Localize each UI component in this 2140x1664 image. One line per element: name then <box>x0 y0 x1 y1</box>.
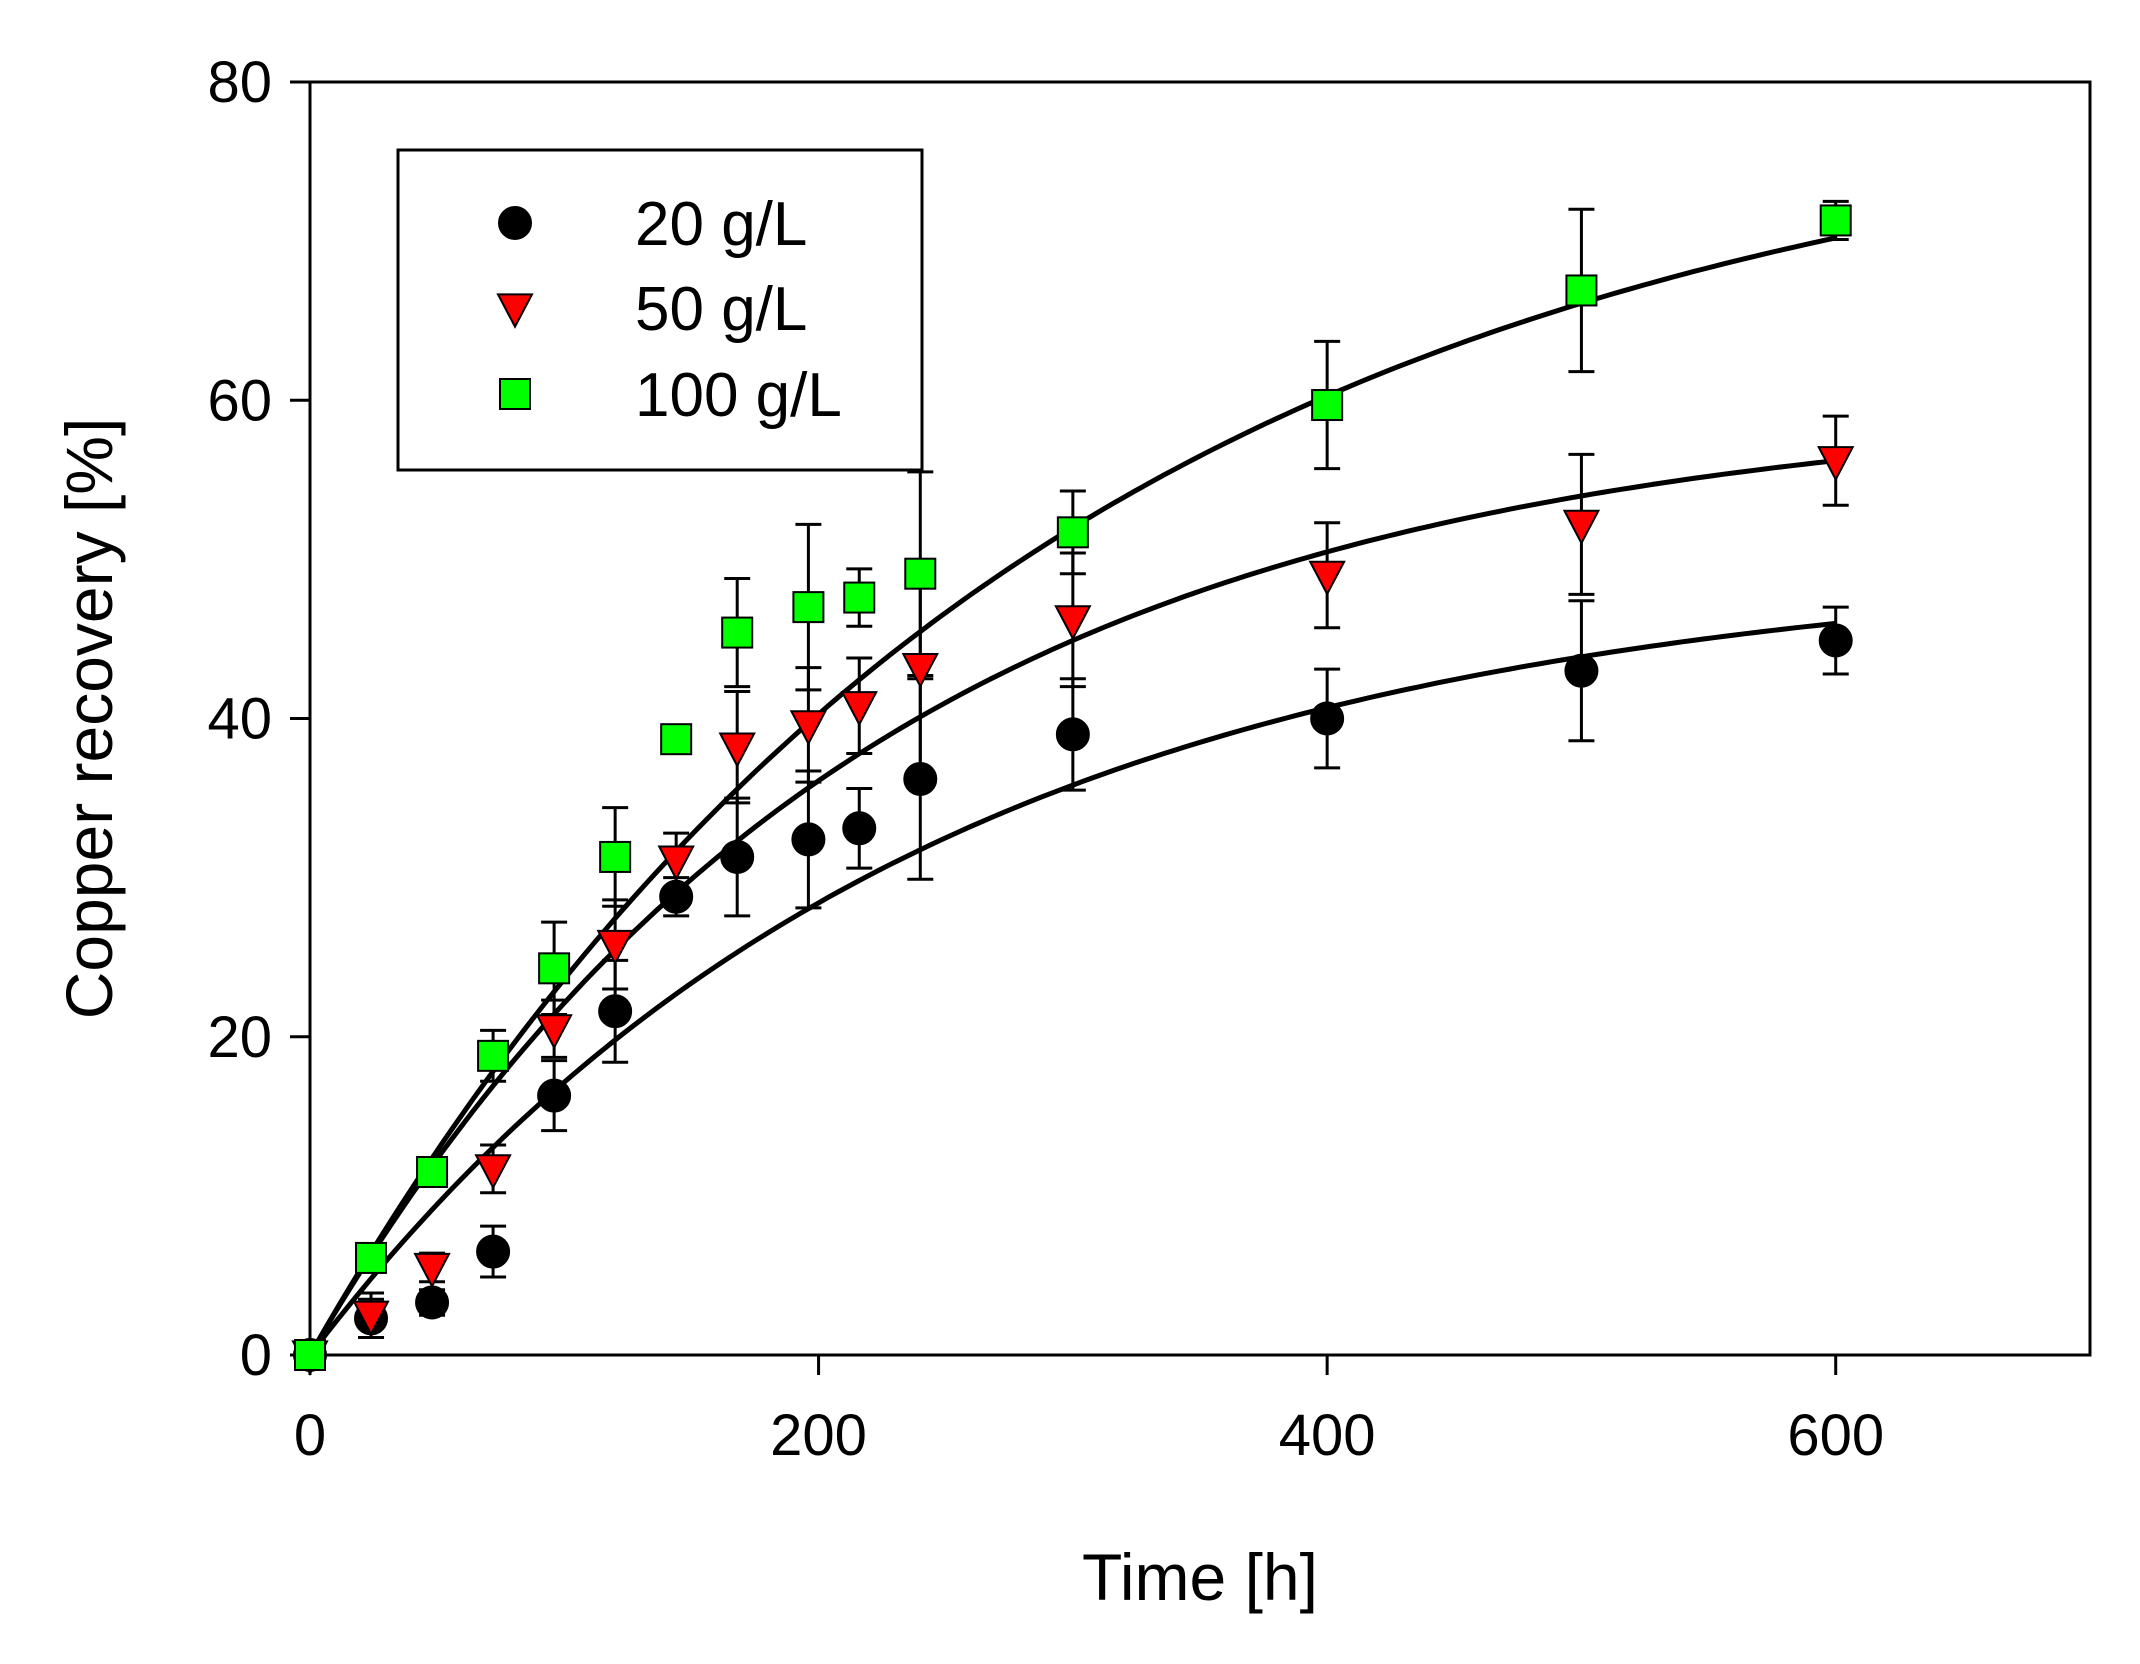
data-point-series-2 <box>660 723 693 756</box>
x-tick-label: 400 <box>1279 1403 1376 1468</box>
data-point-series-0 <box>659 879 694 914</box>
data-point-series-1 <box>789 710 828 746</box>
data-point-series-2 <box>721 616 754 649</box>
data-point-series-2 <box>904 557 937 590</box>
legend-marker-series-1 <box>496 293 534 329</box>
data-point-series-1 <box>352 1300 390 1337</box>
data-point-series-1 <box>413 1252 451 1289</box>
legend-label-50gl: 50 g/L <box>635 275 807 344</box>
legend-label-20gl: 20 g/L <box>635 190 807 259</box>
legend-marker-series-0 <box>498 206 532 240</box>
data-point-series-1 <box>657 845 695 881</box>
data-point-series-0 <box>1564 653 1599 688</box>
data-point-series-0 <box>1055 717 1090 752</box>
data-point-series-0 <box>842 811 877 846</box>
y-tick-label: 80 <box>207 50 272 115</box>
data-point-series-2 <box>477 1039 510 1072</box>
x-tick-label: 0 <box>294 1403 326 1468</box>
data-point-series-2 <box>1311 389 1344 422</box>
data-point-series-2 <box>792 591 825 624</box>
data-point-series-0 <box>476 1234 511 1269</box>
data-point-series-2 <box>599 840 632 873</box>
data-point-series-0 <box>415 1285 450 1320</box>
data-point-series-0 <box>791 822 826 857</box>
data-point-series-1 <box>474 1154 512 1190</box>
data-point-series-1 <box>1817 446 1855 482</box>
x-axis: 0 200 400 600 <box>294 1355 1884 1468</box>
data-point-series-0 <box>1310 701 1345 736</box>
data-point-series-0 <box>1818 623 1853 658</box>
legend-items <box>496 206 534 410</box>
data-point-series-1 <box>718 732 756 768</box>
data-point-series-2 <box>538 952 571 985</box>
data-point-series-2 <box>294 1339 326 1371</box>
y-axis-title: Copper recovery [%] <box>52 418 126 1020</box>
data-point-series-0 <box>598 994 633 1029</box>
legend-box <box>396 148 924 472</box>
y-tick-label: 20 <box>207 1005 272 1070</box>
x-axis-title: Time [h] <box>1082 1540 1318 1614</box>
y-tick-label: 60 <box>207 368 272 433</box>
data-point-series-1 <box>535 1014 573 1050</box>
data-point-series-2 <box>1056 516 1089 549</box>
y-axis: 0 20 40 60 80 <box>207 50 310 1388</box>
data-point-series-1 <box>1054 605 1092 641</box>
legend: 20 g/L 50 g/L 100 g/L <box>396 148 924 472</box>
data-point-series-2 <box>1565 274 1598 307</box>
legend-label-100gl: 100 g/L <box>635 361 842 430</box>
data-point-series-2 <box>355 1241 388 1274</box>
data-point-series-0 <box>720 839 755 874</box>
data-point-series-1 <box>596 929 634 966</box>
data-point-series-2 <box>416 1156 449 1189</box>
data-point-series-1 <box>1308 560 1346 597</box>
data-point-series-1 <box>1562 509 1601 546</box>
legend-marker-series-2 <box>499 378 531 410</box>
data-point-series-2 <box>1819 204 1852 237</box>
x-tick-label: 600 <box>1787 1403 1884 1468</box>
data-markers <box>291 204 1855 1376</box>
data-point-series-2 <box>843 581 876 614</box>
data-point-series-0 <box>537 1078 572 1113</box>
y-tick-label: 40 <box>207 687 272 752</box>
data-point-series-0 <box>903 761 938 796</box>
x-tick-label: 200 <box>770 1403 867 1468</box>
data-point-series-1 <box>901 652 939 689</box>
data-point-series-1 <box>840 691 878 727</box>
y-tick-label: 0 <box>240 1323 272 1388</box>
